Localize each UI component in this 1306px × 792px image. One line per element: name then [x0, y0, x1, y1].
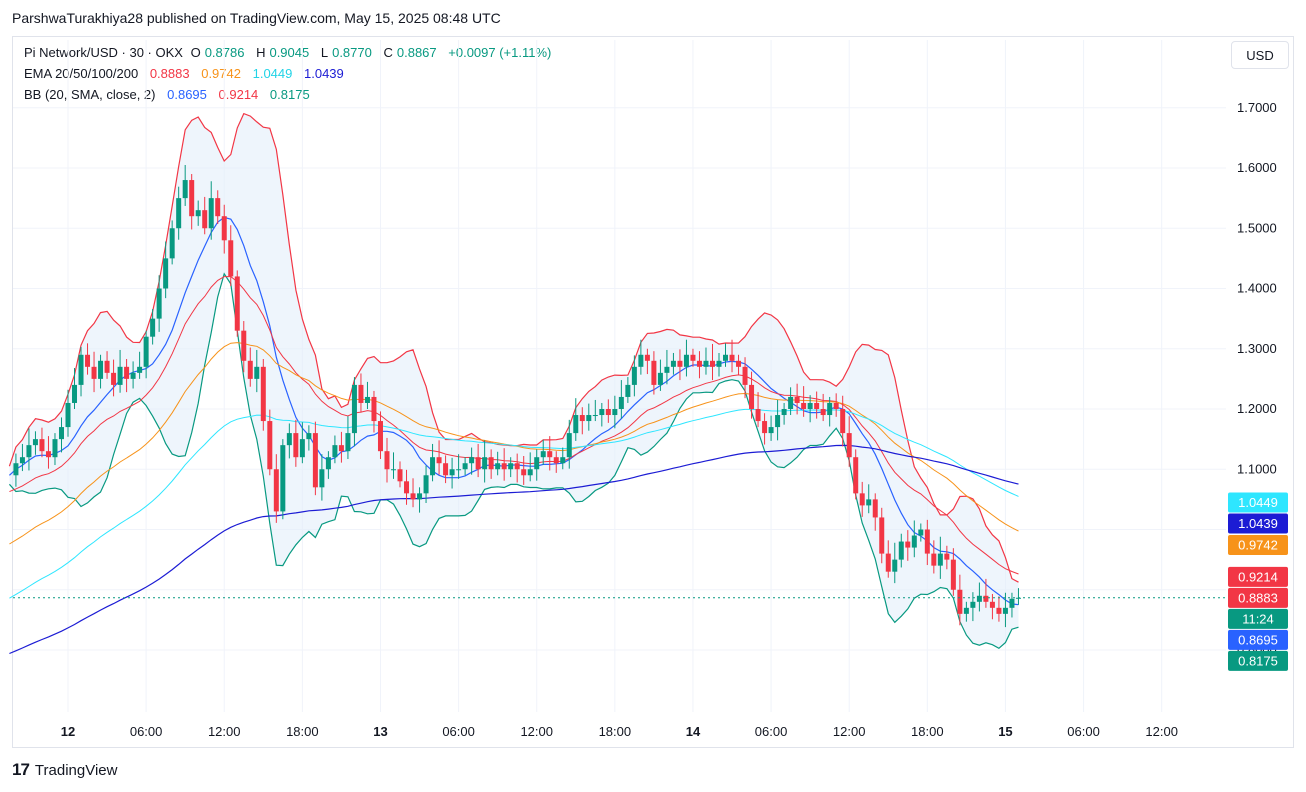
legend-ema-label[interactable]: EMA 20/50/100/200	[24, 66, 139, 81]
legend-o-key: O	[190, 45, 201, 60]
legend-symbol-row: Pi Network/USD · 30 · OKX O 0.8786 H 0.904…	[24, 45, 555, 60]
legend-bb-upper-val: 0.9214	[218, 87, 259, 102]
legend-h-val: 0.9045	[269, 45, 310, 60]
legend-l-key: L	[320, 45, 329, 60]
published-line: ParshwaTurakhiya28 published on TradingV…	[12, 10, 501, 26]
chart-frame[interactable]	[12, 36, 1294, 748]
footer-brand-text: TradingView	[34, 761, 118, 779]
legend-bb-basis-val: 0.8695	[167, 87, 207, 102]
legend-ema50-val: 0.9742	[201, 66, 241, 81]
legend-bb-row: BB (20, SMA, close, 2) 0.8695 0.9214 0.8…	[24, 87, 314, 102]
legend-ema100-val: 1.0449	[252, 66, 293, 81]
legend-ema-row: EMA 20/50/100/200 0.8883 0.9742 1.0449 1…	[24, 66, 348, 81]
legend-bb-lower-val: 0.8175	[269, 87, 310, 102]
legend-change: +0.0097 (+1.11%)	[448, 45, 552, 60]
legend-l-val: 0.8770	[332, 45, 372, 60]
legend-o-val: 0.8786	[204, 45, 245, 60]
legend-bb-label[interactable]: BB (20, SMA, close, 2)	[24, 87, 156, 102]
legend-h-key: H	[256, 45, 266, 60]
footer-brand: 17 TradingView	[12, 760, 117, 780]
currency-button[interactable]: USD	[1231, 41, 1289, 69]
legend-symbol[interactable]: Pi Network/USD · 30 · OKX	[24, 45, 183, 60]
legend-ema200-val: 1.0439	[304, 66, 344, 81]
tradingview-logo-icon: 17	[12, 760, 30, 779]
legend-c-val: 0.8867	[396, 45, 437, 60]
legend-c-key: C	[383, 45, 393, 60]
legend-ema20-val: 0.8883	[149, 66, 190, 81]
